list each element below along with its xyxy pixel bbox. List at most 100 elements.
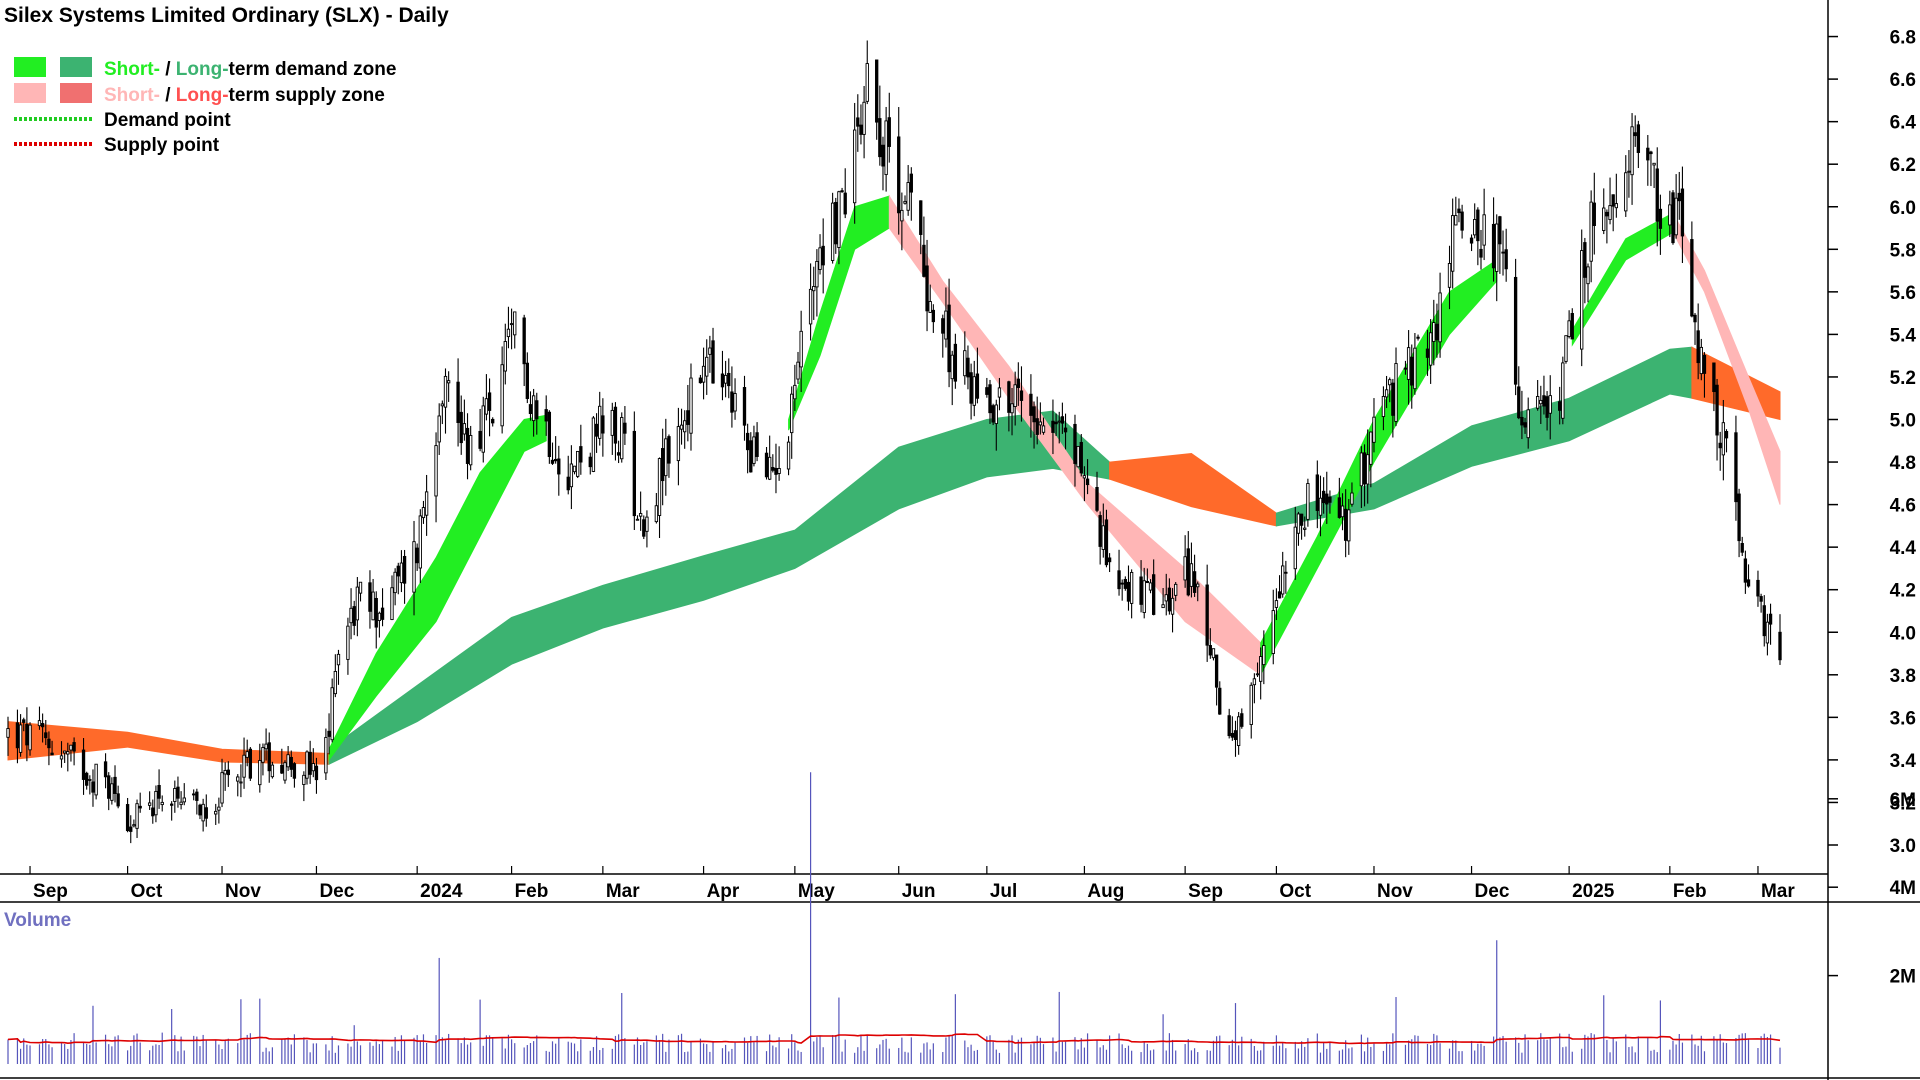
candle-up (790, 393, 794, 434)
candle-up (434, 445, 438, 497)
candle-down (840, 190, 844, 193)
candle-up (311, 763, 315, 772)
candle-down (1680, 188, 1685, 237)
candle-down (157, 784, 161, 799)
candle-up (1274, 600, 1279, 608)
candle-down (1756, 579, 1760, 597)
candle-down (138, 805, 142, 809)
candle-up (236, 776, 240, 782)
candle-up (1296, 513, 1301, 534)
legend-supply-sep: / (160, 85, 176, 106)
candle-down (1208, 645, 1212, 656)
candle-down (594, 423, 599, 437)
candle-down (1513, 276, 1518, 385)
candle-up (1262, 645, 1266, 666)
candle-up (576, 450, 580, 477)
candle-up (135, 803, 139, 829)
candle-down (1746, 579, 1751, 587)
candle-down (1016, 378, 1020, 388)
candle-up (1495, 223, 1499, 272)
candle-up (1076, 445, 1080, 468)
candle-down (81, 749, 86, 780)
candle-up (66, 751, 70, 755)
candle-up (1281, 565, 1285, 595)
candle-down (843, 192, 847, 215)
price-tick-label: 6.6 (1890, 70, 1916, 91)
candle-down (919, 200, 923, 235)
candle-down (525, 362, 529, 399)
candle-down (478, 430, 482, 449)
candle-up (900, 209, 904, 222)
candle-up (245, 751, 249, 758)
x-tick-label: Mar (1761, 881, 1795, 902)
candle-down (44, 732, 48, 739)
candle-up (132, 824, 136, 827)
candle-up (1630, 126, 1634, 176)
candle-up (818, 247, 822, 270)
candle-down (1545, 396, 1549, 418)
candle-up (793, 384, 797, 400)
candle-down (1702, 354, 1707, 374)
candle-up (147, 802, 152, 806)
candle-up (182, 797, 186, 803)
candle-up (1293, 526, 1297, 570)
legend-demand-point: Demand point (104, 110, 231, 131)
x-tick-label: Oct (131, 881, 163, 902)
candle-down (1167, 587, 1172, 612)
legend-demand-short: Short- (104, 59, 160, 80)
candle-down (922, 244, 926, 277)
chart-title: Silex Systems Limited Ordinary (SLX) - D… (4, 4, 449, 27)
candle-up (1255, 673, 1260, 676)
x-tick-label: Apr (707, 881, 740, 902)
candle-down (1315, 474, 1319, 511)
candle-down (204, 807, 208, 819)
candle-down (966, 357, 970, 378)
candle-up (997, 387, 1002, 398)
candle-up (390, 587, 394, 620)
candle-down (25, 723, 29, 746)
candle-up (654, 505, 659, 523)
candle-down (1403, 367, 1408, 370)
candle-down (1186, 548, 1190, 596)
candle-down (1337, 497, 1342, 518)
x-tick-label: Mar (606, 881, 640, 902)
candle-down (1570, 313, 1574, 340)
candle-up (569, 463, 574, 488)
candle-down (1520, 416, 1524, 426)
price-tick-label: 3.0 (1890, 836, 1916, 857)
candle-up (1369, 431, 1373, 465)
price-tick-label: 4.2 (1890, 581, 1916, 602)
candle-down (1690, 239, 1694, 317)
candle-up (796, 361, 800, 380)
candle-down (1768, 613, 1773, 625)
candle-down (1636, 124, 1641, 153)
candle-down (975, 373, 980, 399)
candle-down (176, 786, 180, 799)
candle-down (859, 124, 863, 135)
candle-up (261, 747, 265, 763)
price-tick-label: 6.4 (1890, 113, 1917, 134)
candle-up (6, 728, 10, 738)
candle-up (201, 803, 205, 822)
candle-up (1413, 347, 1417, 390)
candle-down (1460, 211, 1464, 231)
candle-up (1561, 362, 1565, 419)
candle-down (113, 776, 117, 794)
candle-down (1054, 421, 1058, 425)
candle-down (1734, 432, 1738, 503)
candle-up (598, 405, 602, 439)
candle-up (1428, 332, 1433, 366)
candle-down (1145, 580, 1150, 584)
candle-down (947, 304, 951, 373)
candle-down (380, 607, 385, 620)
candle-down (1152, 574, 1156, 615)
candle-down (1743, 558, 1748, 583)
candle-up (679, 424, 684, 430)
candle-down (47, 738, 51, 749)
candle-down (374, 597, 378, 628)
candle-up (69, 744, 73, 751)
candle-up (1548, 395, 1552, 414)
candle-up (302, 774, 306, 785)
candle-up (689, 377, 693, 434)
candle-down (1611, 194, 1615, 207)
